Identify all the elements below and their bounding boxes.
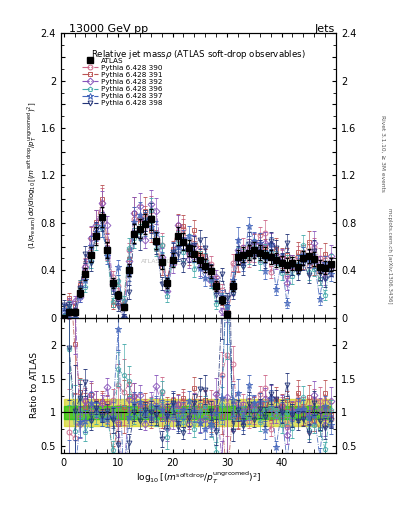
Text: Jets: Jets: [315, 24, 335, 34]
Text: 13000 GeV pp: 13000 GeV pp: [69, 24, 148, 34]
Text: ATLAS_2019_I1772071: ATLAS_2019_I1772071: [141, 258, 212, 264]
Text: Rivet 3.1.10, ≥ 3M events: Rivet 3.1.10, ≥ 3M events: [381, 115, 386, 192]
Text: Relative jet mass$\rho$ (ATLAS soft-drop observables): Relative jet mass$\rho$ (ATLAS soft-drop…: [91, 48, 306, 60]
Text: mcplots.cern.ch [arXiv:1306.3436]: mcplots.cern.ch [arXiv:1306.3436]: [387, 208, 391, 304]
Y-axis label: $(1/\sigma_\mathrm{resum})\,d\sigma/d\log_{10}[(m^\mathrm{soft\,drop}/p_T^\mathr: $(1/\sigma_\mathrm{resum})\,d\sigma/d\lo…: [26, 102, 39, 249]
Y-axis label: Ratio to ATLAS: Ratio to ATLAS: [30, 352, 39, 418]
Legend: ATLAS, Pythia 6.428 390, Pythia 6.428 391, Pythia 6.428 392, Pythia 6.428 396, P: ATLAS, Pythia 6.428 390, Pythia 6.428 39…: [81, 57, 163, 107]
X-axis label: $\log_{10}[(m^{\mathrm{soft\,drop}}/p_T^{\mathrm{ungroomed}})^2]$: $\log_{10}[(m^{\mathrm{soft\,drop}}/p_T^…: [136, 470, 261, 486]
